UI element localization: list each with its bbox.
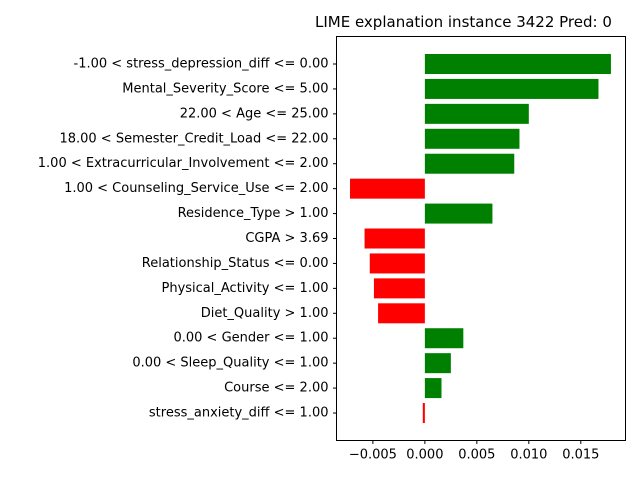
x-tick-label: −0.005 (349, 448, 397, 463)
bars-group (350, 54, 611, 424)
bar-10 (373, 278, 425, 299)
y-tick-label: 0.00 < Gender <= 1.00 (173, 331, 328, 346)
y-tick-label: Relationship_Status <= 0.00 (142, 256, 329, 271)
bar-12 (424, 328, 464, 349)
chart-title: LIME explanation instance 3422 Pred: 0 (315, 13, 612, 31)
bar-7 (424, 203, 493, 224)
bar-14 (424, 378, 442, 399)
x-axis-ticks: −0.005 0.000 0.005 0.010 0.015 (349, 440, 599, 463)
y-axis-ticks: -1.00 < stress_depression_diff <= 0.00 Me… (38, 57, 337, 421)
y-tick-label: stress_anxiety_diff <= 1.00 (149, 406, 329, 421)
x-tick-label: 0.000 (406, 448, 443, 463)
x-tick-label: 0.010 (510, 448, 547, 463)
bar-1 (424, 54, 611, 74)
y-tick-label: Diet_Quality > 1.00 (201, 306, 329, 321)
bar-13 (424, 353, 451, 374)
bar-5 (424, 153, 515, 174)
bar-8 (364, 228, 425, 249)
y-tick-label: 22.00 < Age <= 25.00 (180, 106, 329, 121)
y-tick-label: Physical_Activity <= 1.00 (162, 281, 329, 296)
x-tick-label: 0.015 (562, 448, 599, 463)
bar-15 (422, 403, 425, 424)
x-tick-label: 0.005 (458, 448, 495, 463)
y-tick-label: 18.00 < Semester_Credit_Load <= 22.00 (59, 131, 328, 146)
y-tick-label: 0.00 < Sleep_Quality <= 1.00 (132, 356, 328, 371)
bar-11 (378, 303, 425, 324)
y-tick-label: CGPA > 3.69 (245, 231, 328, 246)
bar-6 (350, 178, 425, 199)
y-tick-label: Residence_Type > 1.00 (178, 206, 329, 221)
y-tick-label: -1.00 < stress_depression_diff <= 0.00 (74, 57, 329, 72)
y-tick-label: Course <= 2.00 (224, 381, 328, 396)
y-tick-label: Mental_Severity_Score <= 5.00 (122, 81, 328, 96)
y-tick-label: 1.00 < Extracurricular_Involvement <= 2.… (38, 156, 329, 171)
y-tick-label: 1.00 < Counseling_Service_Use <= 2.00 (64, 181, 328, 196)
bar-9 (369, 253, 425, 274)
bar-2 (424, 78, 599, 99)
axes-frame (336, 36, 626, 441)
bar-4 (424, 128, 520, 149)
bar-3 (424, 103, 529, 124)
